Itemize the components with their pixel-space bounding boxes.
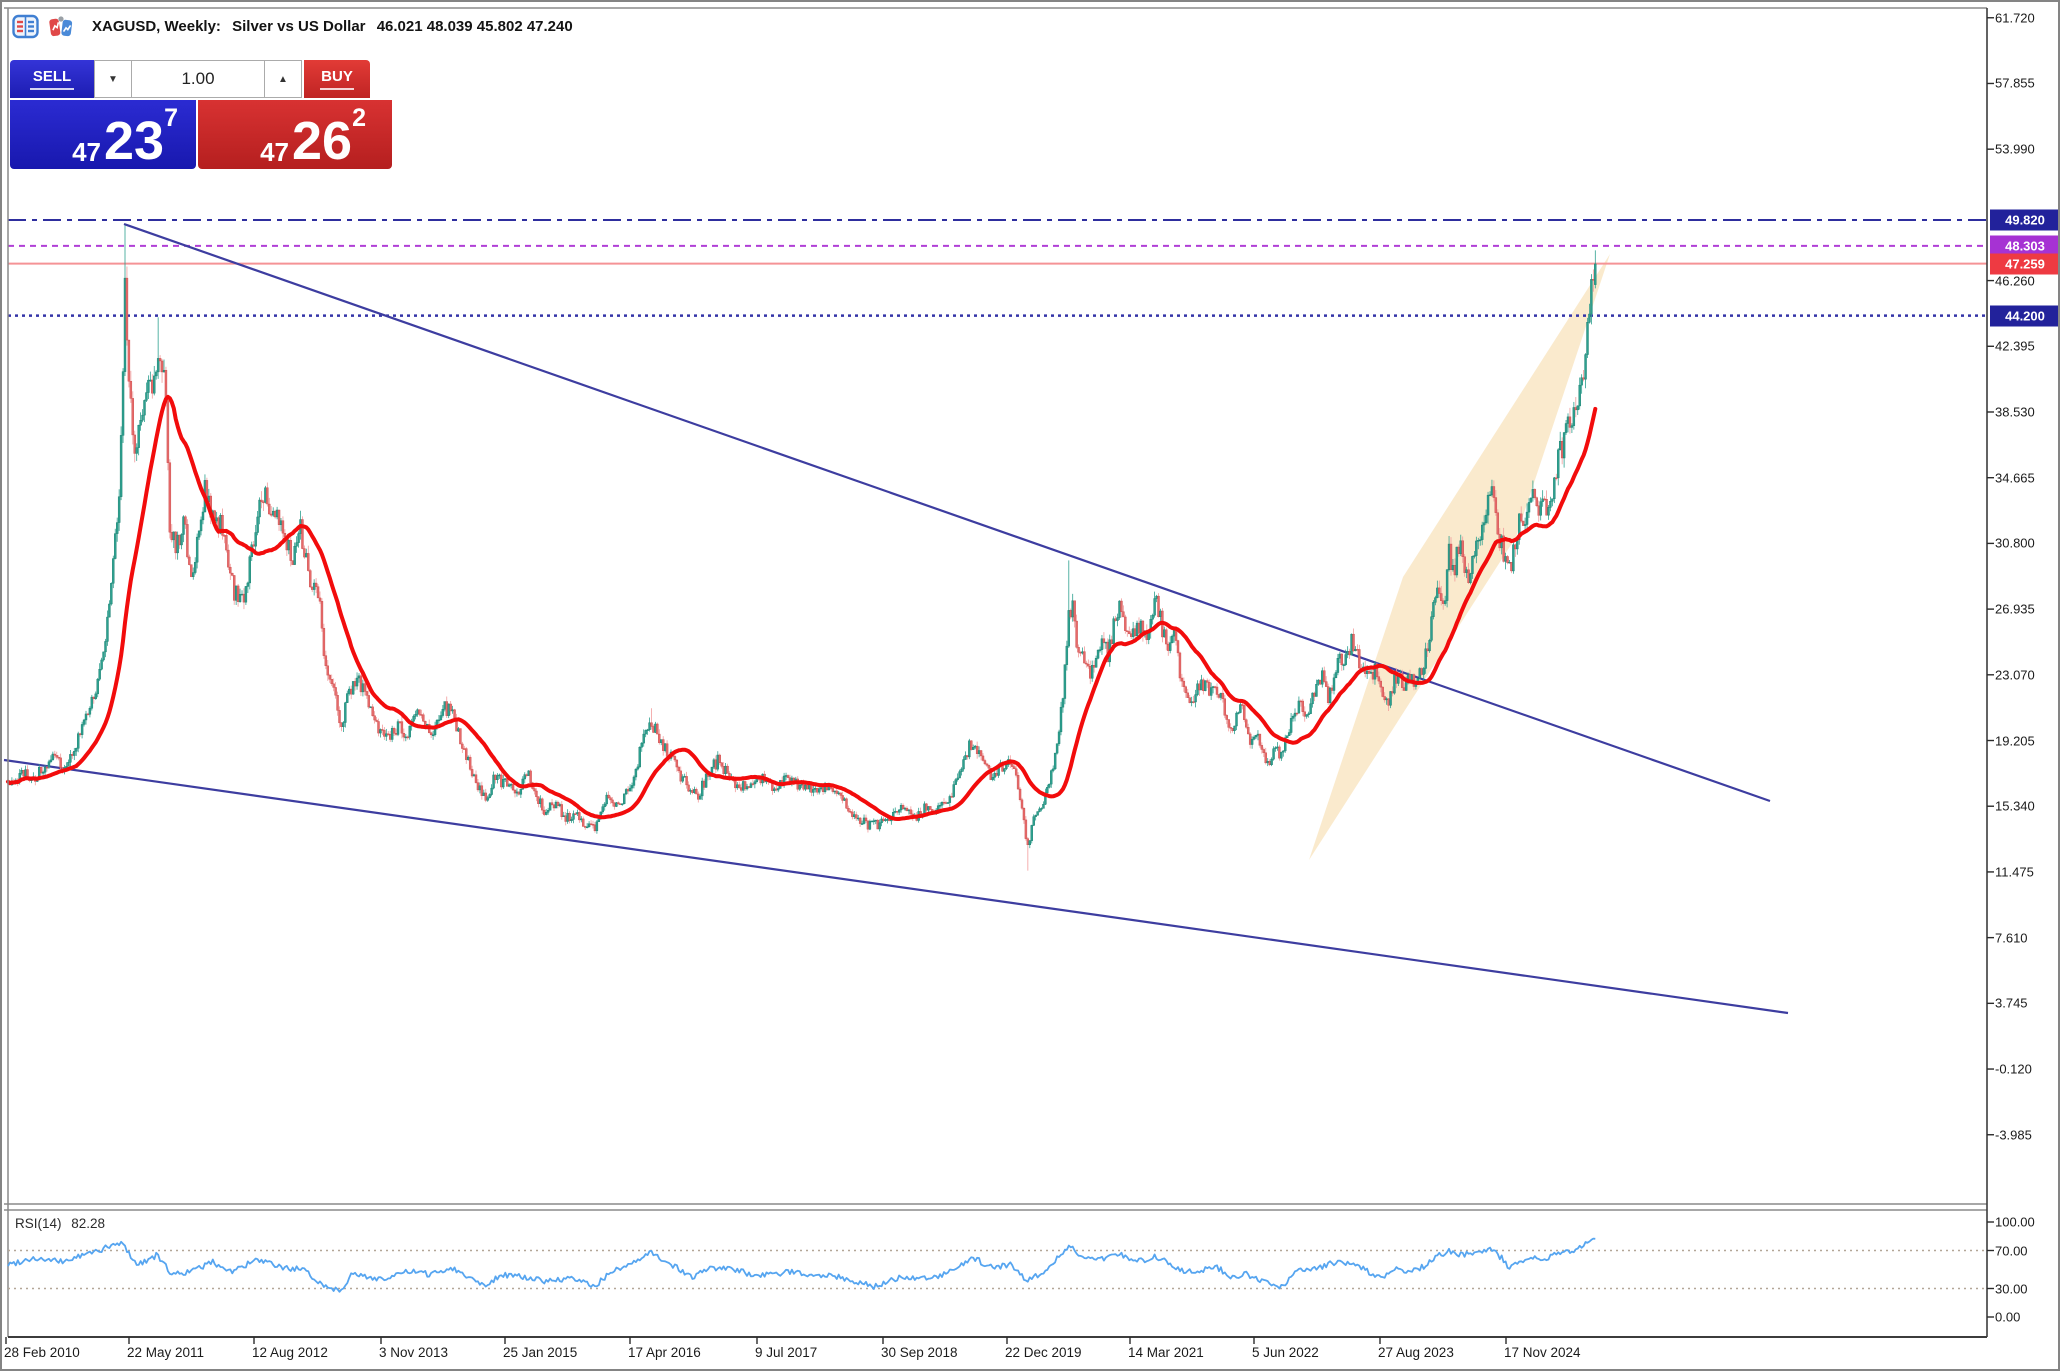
buy-underline: [320, 88, 354, 90]
date-axis-label: 12 Aug 2012: [252, 1345, 328, 1360]
volume-decrease-button[interactable]: ▼: [94, 60, 132, 98]
chart-title: XAGUSD, Weekly: Silver vs US Dollar 46.0…: [92, 18, 580, 35]
chart-title-symbol: XAGUSD, Weekly:: [92, 17, 221, 35]
buy-button-label: BUY: [321, 68, 353, 85]
price-axis-label: 15.340: [1995, 798, 2035, 814]
rsi-indicator-name: RSI(14): [15, 1216, 62, 1231]
date-axis-label: 14 Mar 2021: [1128, 1345, 1204, 1360]
rsi-axis-label: 30.00: [1995, 1281, 2028, 1296]
price-level-badge: 44.200: [1990, 305, 2058, 327]
rsi-indicator-caption: RSI(14) 82.28: [15, 1216, 111, 1231]
volume-input[interactable]: [132, 60, 264, 98]
date-axis-label: 22 Dec 2019: [1005, 1345, 1082, 1360]
date-axis-label: 22 May 2011: [127, 1345, 205, 1360]
date-axis-label: 5 Jun 2022: [1252, 1345, 1319, 1360]
rsi-axis-label: 100.00: [1995, 1214, 2035, 1230]
price-axis-label: 23.070: [1995, 667, 2035, 683]
sell-price-point: 7: [164, 104, 178, 132]
date-axis-label: 30 Sep 2018: [881, 1345, 958, 1360]
price-axis-label: 42.395: [1995, 338, 2035, 354]
sell-price-pips: 23: [104, 111, 165, 172]
buy-price-pips: 26: [292, 111, 353, 172]
price-axis-label: 61.720: [1995, 10, 2035, 26]
market-watch-icon[interactable]: [12, 13, 39, 40]
price-axis-label: -3.985: [1995, 1127, 2032, 1143]
date-axis-label: 27 Aug 2023: [1378, 1345, 1454, 1360]
price-axis-label: 3.745: [1995, 995, 2028, 1011]
price-axis-label: -0.120: [1995, 1061, 2032, 1077]
volume-increase-button[interactable]: ▲: [264, 60, 302, 98]
buy-button[interactable]: BUY: [304, 60, 370, 98]
price-level-badge: 47.259: [1990, 253, 2058, 275]
one-click-trading-panel: SELL ▼ ▲ BUY 47 23 7 47 26: [10, 60, 392, 169]
sell-price-whole: 47: [72, 137, 102, 167]
date-axis-label: 17 Apr 2016: [628, 1345, 701, 1360]
chart-title-description: Silver vs US Dollar: [232, 17, 366, 35]
rsi-axis-label: 0.00: [1995, 1309, 2021, 1325]
date-axis-label: 25 Jan 2015: [503, 1345, 578, 1360]
price-axis-label: 34.665: [1995, 470, 2035, 486]
date-axis-label: 28 Feb 2010: [4, 1345, 80, 1360]
price-axis-label: 38.530: [1995, 404, 2035, 420]
arrow-down-icon: ▼: [108, 73, 118, 85]
price-axis-label: 11.475: [1995, 864, 2034, 880]
arrow-up-icon: ▲: [278, 73, 288, 85]
date-axis-label: 17 Nov 2024: [1504, 1345, 1581, 1360]
rsi-indicator-value: 82.28: [71, 1216, 106, 1231]
chart-header: XAGUSD, Weekly: Silver vs US Dollar 46.0…: [12, 10, 580, 42]
price-level-badge: 48.303: [1990, 235, 2058, 257]
sell-price-panel[interactable]: 47 23 7: [10, 100, 196, 169]
sell-button[interactable]: SELL: [10, 60, 94, 98]
buy-price-whole: 47: [260, 137, 290, 167]
price-axis-label: 30.800: [1995, 535, 2035, 551]
sell-button-label: SELL: [32, 68, 72, 85]
new-chart-icon[interactable]: [47, 13, 74, 40]
price-axis-label: 46.260: [1995, 273, 2035, 289]
buy-price-point: 2: [352, 104, 366, 132]
price-axis-label: 57.855: [1995, 75, 2035, 91]
sell-underline: [29, 88, 75, 90]
price-axis-label: 19.205: [1995, 733, 2035, 748]
date-axis-label: 9 Jul 2017: [755, 1345, 818, 1360]
price-level-badge: 49.820: [1990, 209, 2058, 231]
date-axis-label: 3 Nov 2013: [379, 1345, 449, 1360]
price-axis-label: 53.990: [1995, 141, 2035, 157]
price-axis-label: 7.610: [1995, 930, 2028, 946]
chart-title-ohlc: 46.021 48.039 45.802 47.240: [376, 17, 573, 35]
buy-price-panel[interactable]: 47 26 2: [198, 100, 392, 169]
price-axis-label: 26.935: [1995, 601, 2035, 617]
rsi-axis-label: 70.00: [1995, 1243, 2028, 1258]
